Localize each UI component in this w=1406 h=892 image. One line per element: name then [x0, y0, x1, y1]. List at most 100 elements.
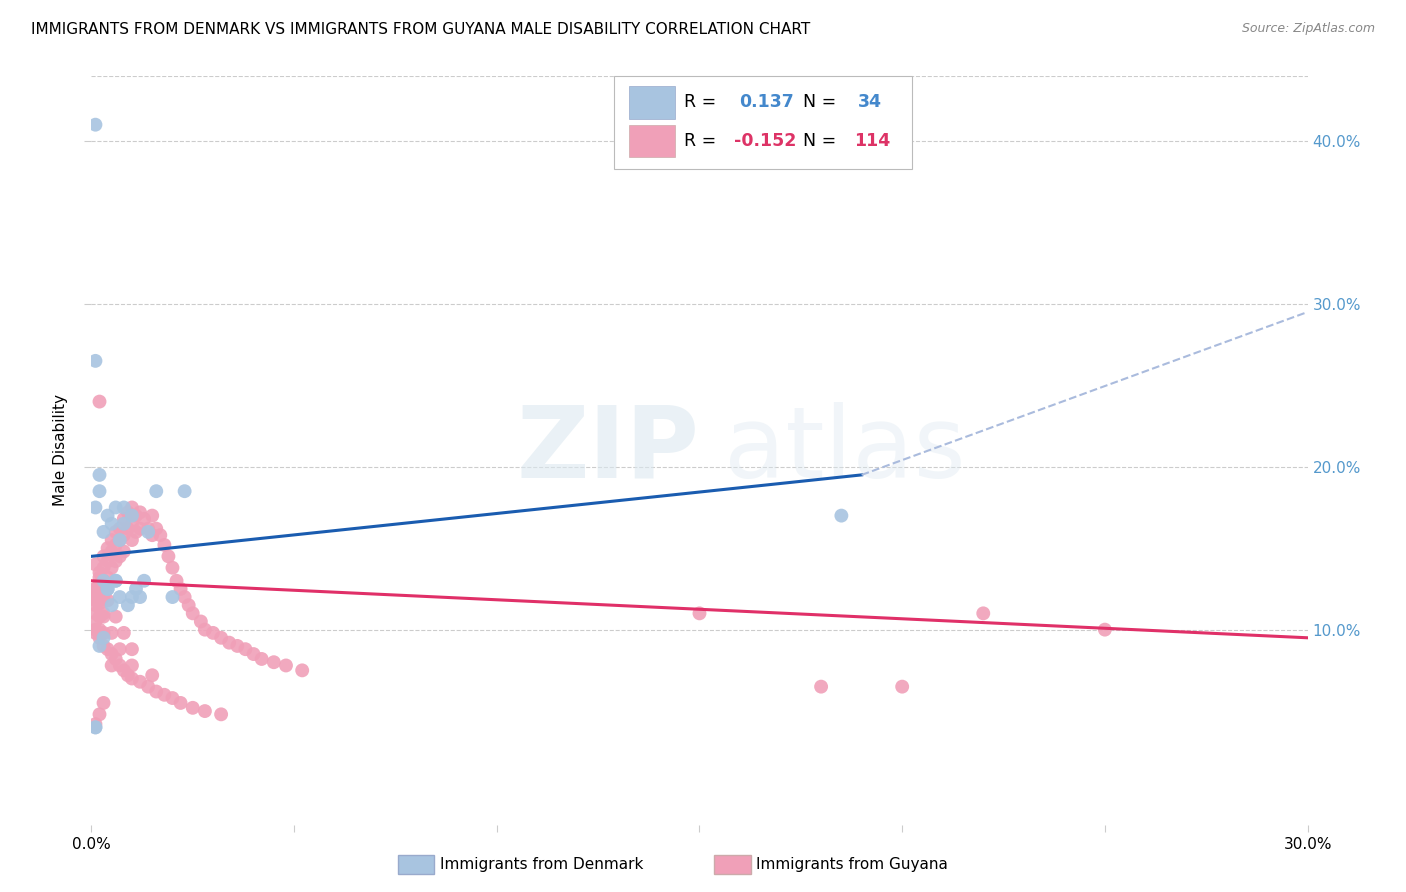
Point	[141, 508, 163, 523]
FancyBboxPatch shape	[628, 125, 675, 158]
Point	[125, 524, 148, 539]
Point	[117, 522, 139, 536]
Point	[117, 668, 139, 682]
Point	[129, 590, 152, 604]
Point	[166, 574, 188, 588]
Point	[108, 549, 131, 564]
Point	[89, 631, 111, 645]
Point	[129, 522, 152, 536]
Point	[108, 590, 131, 604]
Point	[93, 524, 115, 539]
Point	[121, 508, 143, 523]
Point	[226, 639, 249, 653]
Point	[84, 590, 107, 604]
Point	[891, 680, 914, 694]
Point	[132, 574, 155, 588]
Point	[97, 642, 120, 657]
Point	[190, 615, 212, 629]
Point	[100, 516, 122, 531]
Point	[121, 516, 143, 531]
Point	[100, 544, 122, 558]
Point	[972, 607, 994, 621]
Point	[93, 574, 115, 588]
Point	[104, 554, 127, 568]
Point	[121, 658, 143, 673]
Point	[112, 544, 135, 558]
Point	[108, 642, 131, 657]
Point	[263, 655, 285, 669]
Point	[84, 615, 107, 629]
Text: N =: N =	[803, 132, 837, 150]
Point	[97, 570, 120, 584]
Point	[125, 582, 148, 596]
Point	[112, 664, 135, 678]
Point	[89, 577, 111, 591]
Point	[121, 672, 143, 686]
Point	[181, 701, 204, 715]
Point	[173, 484, 195, 499]
Point	[93, 549, 115, 564]
Point	[93, 609, 115, 624]
Point	[169, 582, 191, 596]
Point	[104, 524, 127, 539]
Point	[112, 528, 135, 542]
Point	[89, 587, 111, 601]
Point	[202, 626, 225, 640]
Point	[209, 631, 232, 645]
Point	[108, 658, 131, 673]
Point	[136, 524, 159, 539]
Point	[688, 607, 710, 621]
Point	[93, 590, 115, 604]
Point	[209, 707, 232, 722]
Point	[97, 593, 120, 607]
Point	[169, 696, 191, 710]
Point	[93, 696, 115, 710]
Text: Source: ZipAtlas.com: Source: ZipAtlas.com	[1241, 22, 1375, 36]
Point	[125, 508, 148, 523]
Point	[100, 647, 122, 661]
Point	[162, 590, 184, 604]
Point	[121, 590, 143, 604]
Point	[89, 566, 111, 580]
Point	[93, 560, 115, 574]
Point	[121, 533, 143, 547]
Point	[97, 582, 120, 596]
Point	[104, 574, 127, 588]
Point	[162, 691, 184, 706]
Point	[89, 484, 111, 499]
Point	[104, 538, 127, 552]
Point	[121, 500, 143, 515]
Point	[84, 582, 107, 596]
Point	[84, 354, 107, 368]
Point	[112, 512, 135, 526]
Text: R =: R =	[683, 93, 716, 111]
Point	[84, 558, 107, 572]
Point	[84, 593, 107, 607]
FancyBboxPatch shape	[614, 76, 912, 169]
Point	[136, 680, 159, 694]
Point	[250, 652, 273, 666]
Point	[89, 639, 111, 653]
Point	[97, 582, 120, 596]
Point	[93, 607, 115, 621]
Point	[141, 528, 163, 542]
Point	[84, 717, 107, 731]
Point	[117, 505, 139, 519]
Text: R =: R =	[683, 132, 716, 150]
Point	[157, 549, 180, 564]
Point	[129, 505, 152, 519]
Point	[100, 533, 122, 547]
Point	[1094, 623, 1116, 637]
Point	[89, 570, 111, 584]
Point	[84, 623, 107, 637]
Point	[108, 533, 131, 547]
Point	[104, 500, 127, 515]
Point	[108, 522, 131, 536]
Point	[84, 720, 107, 734]
Point	[84, 598, 107, 612]
Point	[194, 704, 217, 718]
Point	[112, 500, 135, 515]
Point	[104, 574, 127, 588]
Text: atlas: atlas	[724, 402, 966, 499]
Text: N =: N =	[803, 93, 837, 111]
